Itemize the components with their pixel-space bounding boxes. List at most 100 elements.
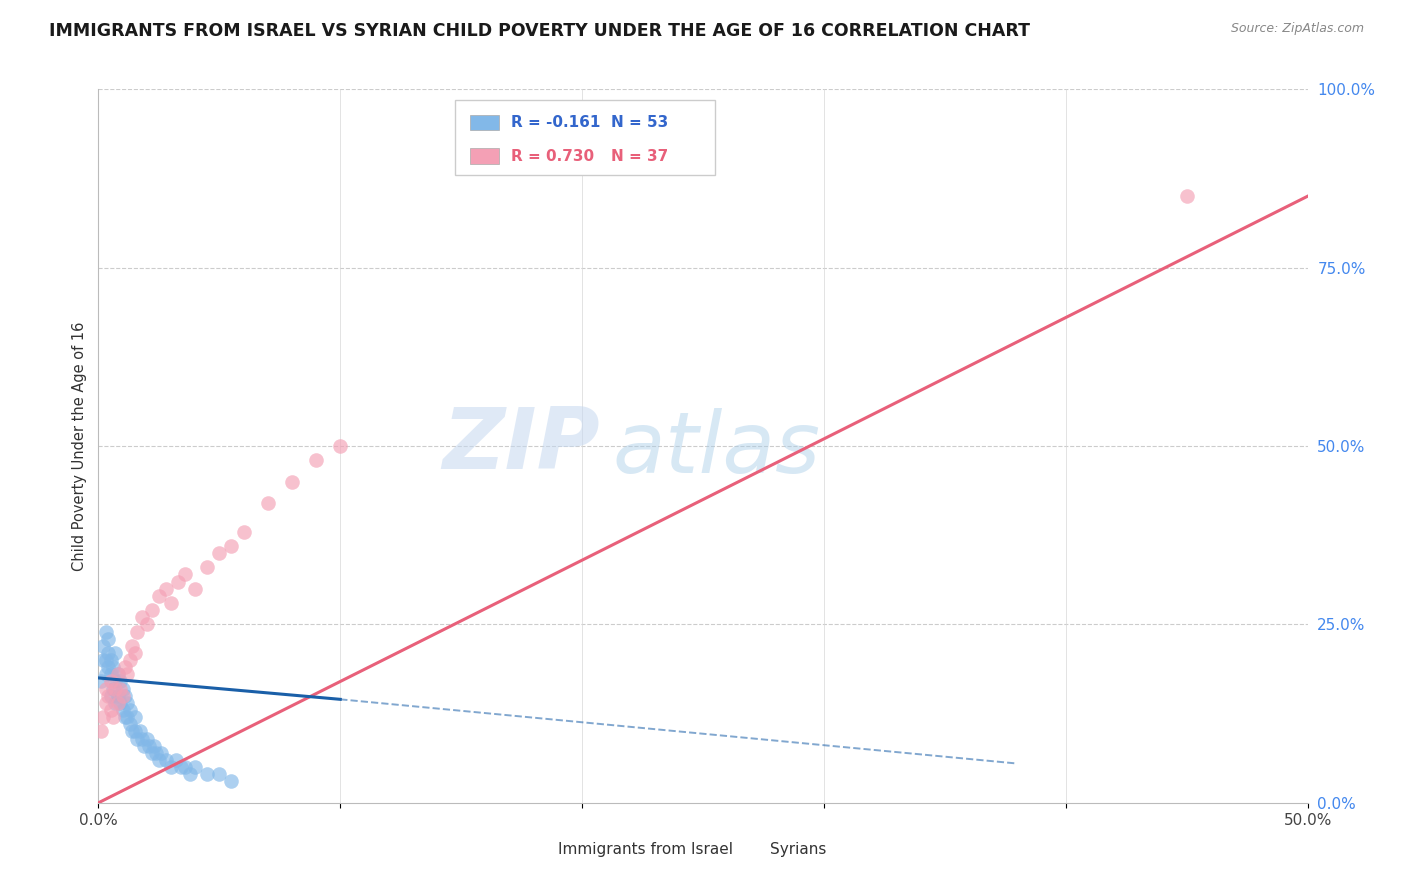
Point	[124, 724, 146, 739]
Point	[127, 624, 149, 639]
Point	[208, 546, 231, 560]
Point	[148, 753, 170, 767]
Point	[107, 689, 129, 703]
Point	[121, 639, 143, 653]
Text: N = 53: N = 53	[612, 115, 668, 130]
Text: R = -0.161: R = -0.161	[510, 115, 600, 130]
Point	[127, 731, 149, 746]
Point	[94, 696, 117, 710]
Point	[114, 660, 136, 674]
Text: Source: ZipAtlas.com: Source: ZipAtlas.com	[1230, 22, 1364, 36]
Point	[107, 696, 129, 710]
Point	[155, 582, 177, 596]
Point	[179, 767, 201, 781]
Point	[100, 667, 122, 681]
Point	[111, 681, 134, 696]
Point	[100, 689, 122, 703]
Point	[165, 753, 187, 767]
Point	[91, 639, 114, 653]
Point	[174, 760, 197, 774]
Point	[160, 596, 183, 610]
Point	[97, 646, 120, 660]
Point	[117, 710, 139, 724]
Point	[169, 760, 191, 774]
Point	[108, 681, 131, 696]
Point	[281, 475, 304, 489]
Point	[94, 681, 117, 696]
Point	[97, 632, 120, 646]
Point	[100, 653, 122, 667]
Point	[100, 703, 122, 717]
Point	[104, 646, 127, 660]
Point	[111, 689, 134, 703]
Point	[124, 710, 146, 724]
Point	[145, 746, 167, 760]
Point	[135, 731, 157, 746]
Point	[329, 439, 352, 453]
Point	[101, 660, 124, 674]
Text: ZIP: ZIP	[443, 404, 600, 488]
Point	[90, 724, 112, 739]
Point	[118, 717, 141, 731]
Point	[138, 739, 160, 753]
Point	[94, 624, 117, 639]
FancyBboxPatch shape	[527, 843, 551, 857]
Point	[221, 774, 243, 789]
Point	[184, 582, 207, 596]
Point	[107, 667, 129, 681]
Point	[91, 653, 114, 667]
Point	[107, 667, 129, 681]
Point	[150, 746, 173, 760]
Text: N = 37: N = 37	[612, 149, 668, 163]
Point	[141, 746, 163, 760]
Point	[195, 560, 218, 574]
Point	[208, 767, 231, 781]
FancyBboxPatch shape	[470, 114, 499, 130]
Text: atlas: atlas	[613, 408, 820, 491]
Point	[108, 696, 131, 710]
Point	[111, 703, 134, 717]
Point	[195, 767, 218, 781]
Point	[114, 710, 136, 724]
Text: R = 0.730: R = 0.730	[510, 149, 593, 163]
Point	[256, 496, 278, 510]
Point	[160, 760, 183, 774]
Point	[131, 731, 153, 746]
Point	[124, 646, 146, 660]
Point	[94, 653, 117, 667]
Point	[104, 681, 127, 696]
Point	[131, 610, 153, 624]
Point	[114, 689, 136, 703]
Point	[117, 696, 139, 710]
Point	[97, 660, 120, 674]
Point	[184, 760, 207, 774]
FancyBboxPatch shape	[470, 148, 499, 164]
Point	[100, 674, 122, 689]
Point	[121, 724, 143, 739]
Point	[101, 710, 124, 724]
Point	[167, 574, 190, 589]
Point	[117, 667, 139, 681]
Y-axis label: Child Poverty Under the Age of 16: Child Poverty Under the Age of 16	[72, 321, 87, 571]
Point	[221, 539, 243, 553]
Point	[97, 689, 120, 703]
Point	[108, 674, 131, 689]
Point	[143, 739, 166, 753]
Text: Immigrants from Israel: Immigrants from Israel	[558, 842, 733, 856]
Point	[90, 674, 112, 689]
Point	[148, 589, 170, 603]
FancyBboxPatch shape	[740, 843, 763, 857]
Text: Syrians: Syrians	[769, 842, 825, 856]
Point	[128, 724, 150, 739]
Point	[141, 603, 163, 617]
Point	[104, 696, 127, 710]
Point	[232, 524, 254, 539]
Point	[134, 739, 156, 753]
Point	[135, 617, 157, 632]
Point	[118, 703, 141, 717]
FancyBboxPatch shape	[456, 100, 716, 175]
Point	[94, 667, 117, 681]
Point	[101, 681, 124, 696]
Text: IMMIGRANTS FROM ISRAEL VS SYRIAN CHILD POVERTY UNDER THE AGE OF 16 CORRELATION C: IMMIGRANTS FROM ISRAEL VS SYRIAN CHILD P…	[49, 22, 1031, 40]
Point	[155, 753, 177, 767]
